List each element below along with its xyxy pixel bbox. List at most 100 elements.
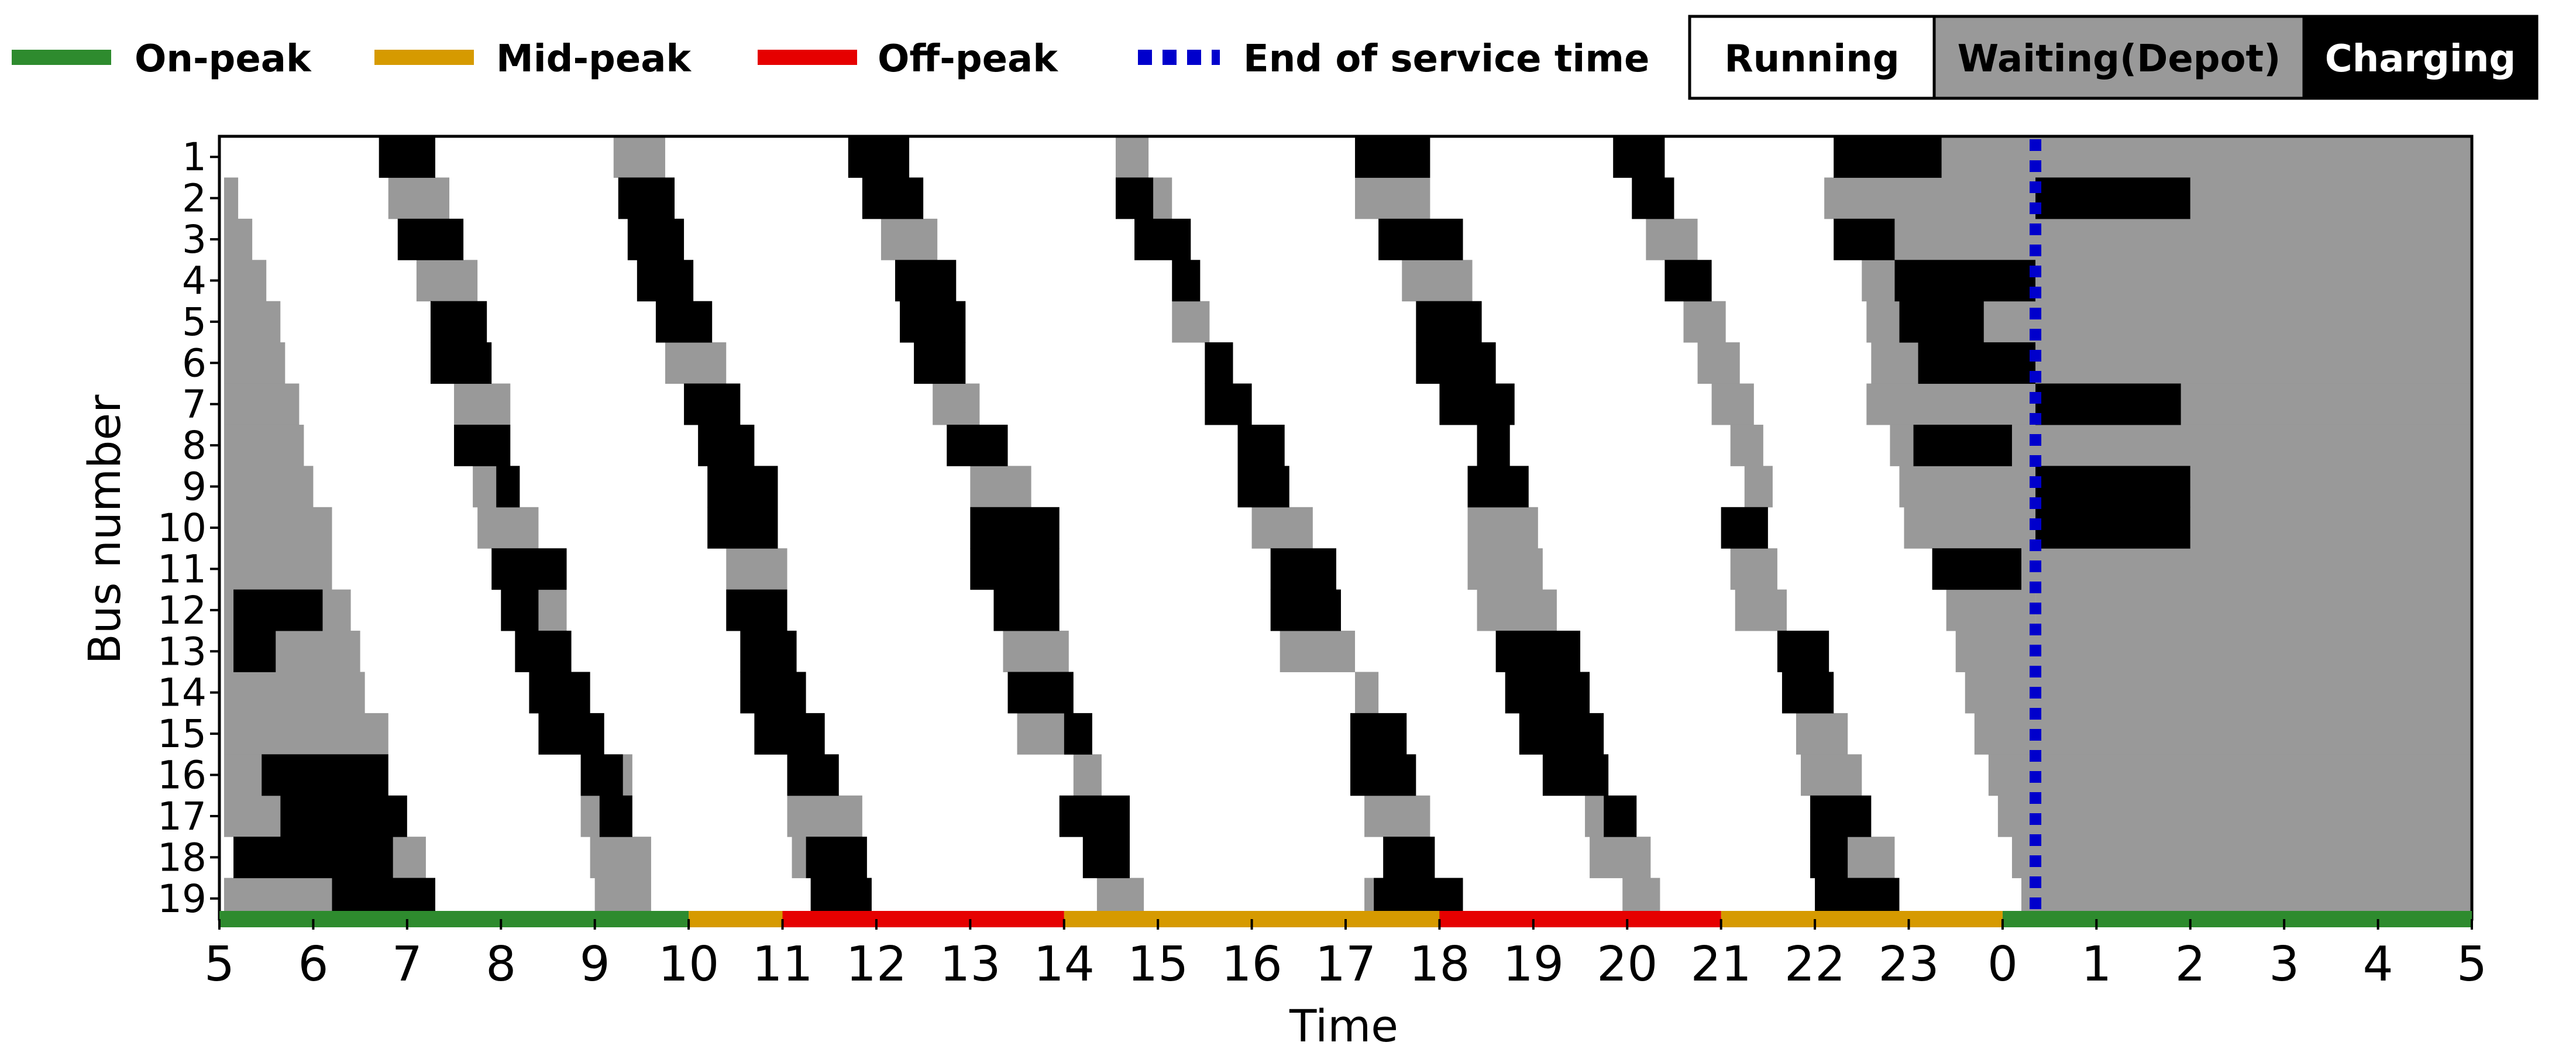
x-tick-label: 3 [2269,937,2299,992]
y-tick-label: 1 [182,135,207,180]
bar-bus-5-charging [655,301,713,343]
bar-bus-13-waiting [1280,631,1356,672]
y-tick-label: 10 [157,505,207,551]
bar-bus-15-charging [1064,713,1092,755]
bar-bus-18-charging [1810,837,1848,879]
bar-bus-9-charging [2035,466,2190,508]
x-tick-label: 11 [752,937,813,992]
bar-bus-1-charging [1834,136,1942,178]
bar-bus-15-charging [1350,713,1407,755]
bar-bus-2-charging [1632,177,1674,219]
bar-bus-8-charging [1913,424,2012,466]
bar-bus-11-waiting [1467,548,1543,590]
bar-bus-2-waiting [388,177,450,219]
bar-bus-8-charging [698,424,755,466]
bar-bus-15-charging [1519,713,1604,755]
bar-bus-15-waiting [224,713,388,755]
legend-box-running [1688,15,1936,100]
bar-bus-6-charging [430,342,492,384]
bar-bus-3-waiting [1894,218,2472,260]
bar-bus-3-charging [627,218,685,260]
bar-bus-9-waiting [2190,466,2472,508]
bar-bus-11-waiting [2021,548,2472,590]
bar-bus-17-charging [280,795,407,837]
x-tick-label: 10 [658,937,719,992]
x-tick-label: 21 [1690,937,1751,992]
bar-bus-10-charging [707,507,778,549]
legend-label-end-of-service: End of service time [1243,37,1649,81]
bar-bus-4-charging [1894,260,2036,302]
bar-bus-2-waiting [224,177,239,219]
bar-bus-7-charging [2035,383,2181,425]
bar-bus-18-waiting [1590,837,1651,879]
y-tick-label: 9 [182,465,207,510]
legend: On-peak Mid-peak Off-peak End of service… [12,15,2539,100]
bar-bus-11-charging [970,548,1060,590]
bar-bus-13-waiting [1955,631,2472,672]
bar-bus-2-charging [1115,177,1154,219]
plot-area [218,135,2474,927]
bar-bus-1-waiting [613,136,665,178]
bar-bus-12-waiting [1477,589,1557,631]
bar-bus-2-charging [618,177,675,219]
bar-bus-17-waiting [224,795,281,837]
bar-bus-8-waiting [1890,424,1914,466]
bar-bus-17-waiting [1997,795,2472,837]
bar-bus-1-charging [1355,136,1430,178]
bar-bus-17-waiting [1585,795,1604,837]
bar-bus-10-waiting [1467,507,1538,549]
bar-bus-3-charging [397,218,464,260]
bar-bus-10-charging [1721,507,1768,549]
x-tick-label: 14 [1034,937,1095,992]
bar-bus-19-waiting [1364,878,1374,920]
bar-bus-2-charging [2035,177,2190,219]
bar-bus-2-waiting [1153,177,1172,219]
bar-bus-14-charging [1781,672,1834,714]
bar-bus-18-charging [1082,837,1130,879]
bar-bus-6-waiting [224,342,286,384]
bar-bus-5-waiting [224,301,281,343]
bar-bus-8-waiting [1730,424,1763,466]
bar-bus-17-charging [599,795,632,837]
bar-bus-1-waiting [1115,136,1149,178]
legend-label-waiting: Waiting(Depot) [1958,37,2281,81]
x-tick-label: 1 [2081,937,2111,992]
bar-bus-9-waiting [1899,466,2036,508]
bar-bus-7-charging [684,383,741,425]
bar-bus-6-charging [1205,342,1233,384]
bar-bus-7-waiting [1866,383,2036,425]
bar-bus-10-waiting [477,507,539,549]
x-tick-label: 9 [580,937,610,992]
legend-label-on-peak: On-peak [135,37,312,81]
bar-bus-18-charging [806,837,867,879]
bar-bus-18-waiting [792,837,806,879]
x-tick-label: 0 [1987,937,2018,992]
bar-bus-4-waiting [1402,260,1473,302]
peak-band-off-peak-0 [782,911,1064,927]
y-tick-label: 19 [157,876,207,921]
bar-bus-8-charging [1237,424,1285,466]
x-tick-label: 4 [2362,937,2393,992]
legend-label-off-peak: Off-peak [878,37,1058,81]
bar-bus-3-charging [1834,218,1895,260]
bar-bus-14-waiting [1965,672,2472,714]
bar-bus-16-charging [262,754,388,796]
x-tick-label: 22 [1784,937,1845,992]
bar-bus-9-charging [1467,466,1529,508]
bar-bus-12-charging [1270,589,1341,631]
bar-bus-9-charging [496,466,520,508]
y-tick-label: 11 [157,546,207,591]
bar-bus-4-charging [637,260,694,302]
bar-bus-18-charging [233,837,393,879]
bar-bus-4-waiting [224,260,267,302]
bar-bus-13-charging [233,631,276,672]
bar-bus-6-charging [1416,342,1496,384]
bar-bus-7-charging [1205,383,1252,425]
bar-bus-14-charging [1505,672,1590,714]
peak-band-mid-peak-0 [689,911,783,927]
bar-bus-9-waiting [1744,466,1773,508]
bar-bus-15-charging [754,713,825,755]
bar-bus-5-charging [1416,301,1482,343]
bar-bus-17-waiting [1364,795,1430,837]
bar-bus-10-charging [2035,507,2190,549]
